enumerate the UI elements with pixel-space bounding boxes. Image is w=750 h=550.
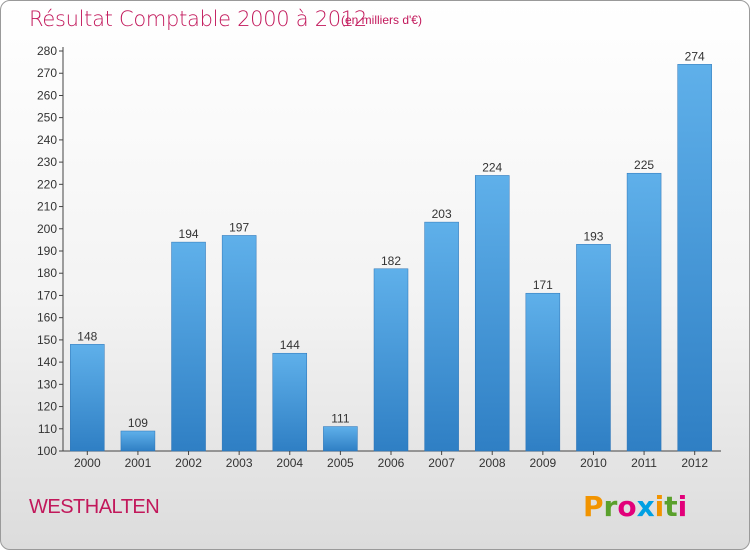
x-tick-label: 2012 [681, 456, 708, 470]
data-label: 193 [583, 229, 603, 243]
y-tick-label: 250 [37, 111, 57, 125]
data-label: 194 [179, 227, 199, 241]
bar [171, 241, 206, 452]
x-tick-label: 2002 [175, 456, 202, 470]
y-tick-label: 100 [37, 444, 57, 458]
y-tick-label: 180 [37, 266, 57, 280]
y-tick-label: 210 [37, 200, 57, 214]
y-tick-label: 230 [37, 155, 57, 169]
data-label: 224 [482, 160, 502, 174]
y-tick-label: 280 [37, 44, 57, 58]
bar [221, 235, 257, 452]
bar [70, 344, 105, 452]
y-tick-label: 150 [37, 333, 57, 347]
data-label: 197 [229, 220, 249, 234]
y-tick-label: 220 [37, 177, 57, 191]
bar [323, 426, 358, 452]
y-tick-label: 270 [37, 66, 57, 80]
data-label: 274 [685, 49, 705, 63]
y-tick-label: 260 [37, 88, 57, 102]
logo-letter: r [603, 490, 618, 523]
commune-name: WESTHALTEN [29, 496, 160, 518]
logo-letter: i [677, 490, 688, 523]
y-tick-label: 160 [37, 311, 57, 325]
logo-letter: i [654, 490, 665, 523]
data-label: 144 [280, 338, 300, 352]
data-label: 225 [634, 158, 654, 172]
y-tick-label: 240 [37, 133, 57, 147]
data-label: 109 [128, 416, 148, 430]
x-tick-label: 2008 [479, 456, 506, 470]
bar [424, 221, 459, 452]
y-tick-label: 110 [38, 422, 57, 436]
x-tick-label: 2010 [580, 456, 607, 470]
logo-letter: P [583, 490, 604, 523]
x-tick-label: 2005 [327, 456, 354, 470]
logo-letter: x [636, 490, 655, 523]
logo-letter: o [617, 490, 637, 523]
bar [120, 430, 156, 452]
x-tick-label: 2007 [428, 456, 455, 470]
bar [576, 244, 611, 452]
x-tick-label: 2000 [74, 456, 101, 470]
x-tick-label: 2011 [631, 456, 657, 470]
x-tick-label: 2009 [529, 456, 556, 470]
x-tick-label: 2004 [276, 456, 303, 470]
x-tick-label: 2001 [125, 456, 152, 470]
y-tick-label: 130 [37, 377, 57, 391]
bar [373, 268, 409, 452]
y-tick-label: 170 [37, 288, 57, 302]
y-tick-label: 120 [37, 400, 57, 414]
data-label: 171 [533, 278, 553, 292]
chart-subtitle: (en milliers d'€) [341, 13, 422, 27]
data-label: 148 [77, 329, 97, 343]
bar [272, 352, 308, 452]
bar [525, 292, 561, 452]
bar [474, 175, 510, 452]
data-label: 182 [381, 254, 401, 268]
proxiti-logo[interactable]: Proxiti [583, 490, 687, 523]
bar [677, 64, 712, 452]
y-tick-label: 190 [37, 244, 57, 258]
data-label: 203 [432, 207, 452, 221]
chart-title: Résultat Comptable 2000 à 2012 [29, 7, 367, 31]
x-tick-label: 2006 [378, 456, 405, 470]
y-tick-label: 140 [37, 355, 57, 369]
logo-letter: t [664, 490, 678, 523]
x-tick-label: 2003 [226, 456, 253, 470]
bar [626, 172, 662, 452]
data-label: 111 [331, 412, 350, 426]
y-tick-label: 200 [37, 222, 57, 236]
